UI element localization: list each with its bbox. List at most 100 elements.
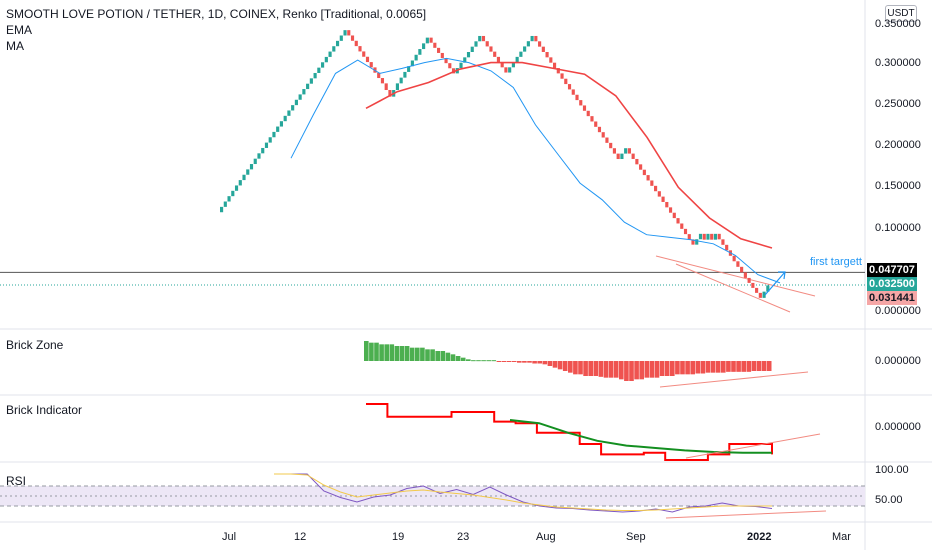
renko-brick: [410, 60, 414, 67]
brick-zone-bar: [425, 349, 430, 361]
rsi-title[interactable]: RSI: [6, 474, 27, 488]
brick-zone-bar: [710, 361, 716, 373]
renko-brick: [616, 153, 620, 160]
brick-zone-bar: [481, 360, 486, 362]
brick-zone-bar: [450, 354, 456, 361]
renko-brick: [597, 126, 602, 133]
target-arrow: [764, 271, 786, 296]
renko-brick: [732, 255, 736, 262]
renko-brick: [422, 43, 426, 50]
brick-zone-bar: [578, 361, 583, 375]
renko-brick: [309, 78, 313, 84]
brick-zone-bar: [736, 361, 741, 372]
brick-zone-bar: [460, 357, 466, 361]
brick-zone-bar: [613, 361, 619, 378]
renko-brick: [339, 35, 343, 41]
brick-zone-bar: [690, 361, 695, 375]
renko-brick: [481, 35, 486, 42]
renko-brick: [466, 52, 471, 58]
renko-brick: [380, 78, 385, 84]
renko-brick: [706, 233, 710, 240]
renko-brick: [511, 62, 515, 68]
brick-zone-bar: [389, 344, 395, 361]
renko-brick: [317, 67, 321, 73]
x-label: Jul: [222, 531, 237, 543]
renko-brick: [433, 42, 437, 48]
brick-zone-bar: [700, 361, 706, 374]
renko-brick: [448, 63, 452, 69]
brick-indicator-line: [366, 403, 773, 461]
renko-brick: [590, 116, 594, 122]
brick-zone-bar: [761, 361, 767, 371]
renko-brick: [234, 185, 239, 191]
brick-indicator-title[interactable]: Brick Indicator: [6, 403, 83, 417]
brick-zone-bar: [654, 361, 660, 378]
legend-ema[interactable]: EMA: [6, 23, 33, 37]
brick-zone-bar: [670, 361, 675, 376]
renko-brick: [552, 62, 557, 69]
brick-zone-bar: [680, 361, 685, 375]
renko-brick: [437, 47, 441, 53]
renko-brick: [680, 223, 684, 229]
renko-brick: [249, 164, 254, 170]
renko-brick: [343, 30, 347, 36]
renko-brick: [335, 40, 340, 47]
brick-zone-bar: [664, 361, 670, 376]
renko-brick: [508, 67, 512, 73]
brick-zone-bar: [506, 361, 512, 362]
brick-zone-bar: [751, 361, 757, 371]
brick-zone-bar: [644, 361, 650, 378]
x-label: 19: [392, 531, 405, 543]
brick-zone-bar: [511, 361, 517, 362]
renko-brick: [238, 180, 242, 186]
renko-brick: [399, 77, 403, 84]
renko-brick: [717, 233, 721, 240]
renko-brick: [365, 56, 370, 63]
price-tick: 0.000000: [875, 305, 921, 317]
renko-brick: [751, 282, 755, 288]
brick-zone-bar: [440, 351, 446, 361]
brick-zone-title[interactable]: Brick Zone: [6, 338, 64, 352]
brick-zone-bar: [583, 361, 588, 376]
renko-brick: [560, 73, 564, 79]
renko-brick: [470, 46, 474, 53]
renko-brick: [362, 51, 366, 57]
renko-brick: [478, 35, 482, 42]
brick-zone-bar: [455, 356, 461, 361]
brick-zone-bar: [404, 346, 410, 361]
renko-brick: [698, 233, 703, 240]
brick-indicator-tick: 0.000000: [875, 421, 921, 433]
brick-zone-bar: [695, 361, 701, 374]
renko-brick: [347, 30, 351, 36]
rsi-ma-line: [274, 473, 772, 511]
currency-button[interactable]: USDT: [885, 5, 917, 22]
brick-zone-bar: [445, 352, 451, 361]
brick-zone-bar: [726, 361, 731, 372]
renko-brick: [414, 54, 418, 61]
renko-brick: [500, 62, 504, 68]
brick-zone-bar: [547, 361, 553, 366]
renko-brick: [403, 71, 407, 78]
price-tick: 0.150000: [875, 180, 921, 192]
rsi-band: [0, 486, 865, 506]
renko-brick: [612, 148, 616, 154]
brick-zone-bar: [384, 344, 389, 361]
brick-indicator-trendline: [685, 433, 821, 459]
legend-ma[interactable]: MA: [6, 39, 24, 53]
brick-zone-bar: [619, 361, 624, 380]
brick-zone-bar: [659, 361, 665, 376]
brick-zone-bar: [731, 361, 736, 372]
brick-zone-bar: [557, 361, 563, 370]
price-tick: 0.250000: [875, 98, 921, 110]
brick-zone-bar: [374, 342, 379, 361]
renko-brick: [354, 40, 358, 47]
renko-brick: [564, 78, 568, 85]
renko-brick: [474, 41, 478, 47]
brick-zone-bar: [486, 360, 491, 362]
renko-brick: [504, 67, 508, 73]
renko-brick: [493, 51, 497, 57]
renko-brick: [586, 110, 590, 117]
renko-brick: [654, 185, 658, 192]
rsi-tick-50: 50.00: [875, 494, 903, 506]
